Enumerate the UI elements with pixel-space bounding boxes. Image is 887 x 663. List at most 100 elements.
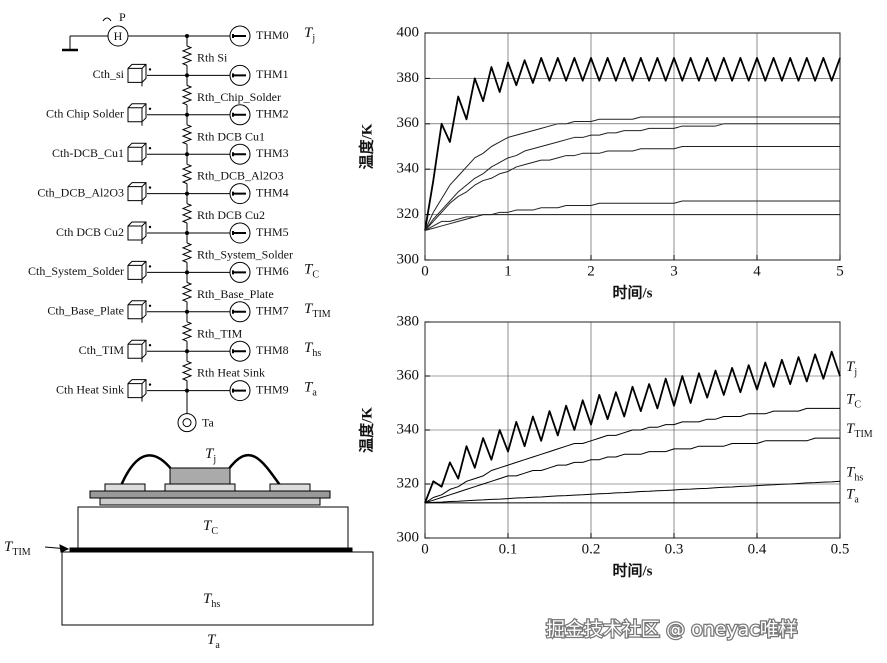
- capacitor-box: [127, 300, 147, 323]
- y-tick-label: 400: [397, 24, 420, 40]
- thermometer-icon: [232, 73, 246, 78]
- symbol: T: [304, 25, 314, 41]
- node-temperature: Tj: [304, 25, 315, 44]
- capacitor-label: Cth-DCB_Cu1: [52, 146, 124, 160]
- resistor-label: Rth Si: [197, 50, 228, 64]
- thermometer-label: THM3: [256, 146, 289, 160]
- node-temperature: TC: [304, 262, 319, 281]
- watermark: 掘金技术社区 @ oneyac唯样: [546, 619, 798, 641]
- subscript: hs: [312, 348, 321, 359]
- ambient-source: [177, 413, 197, 433]
- dot: [148, 225, 152, 229]
- resistor-label: Rth_System_Solder: [197, 247, 293, 261]
- node-temperature: TTIM: [304, 301, 331, 320]
- y-tick-label: 340: [397, 161, 420, 177]
- x-tick-label: 0.3: [665, 541, 684, 557]
- arrow: [102, 17, 112, 22]
- subscript: j: [311, 33, 315, 44]
- series-line: [424, 200, 840, 231]
- x-tick-label: 0: [421, 263, 429, 279]
- y-tick-label: 360: [397, 115, 420, 131]
- series-line: [424, 407, 840, 504]
- dot: [148, 344, 152, 347]
- node-temperature: Ths: [304, 341, 321, 360]
- source-symbol: H: [114, 29, 123, 43]
- y-tick-label: 300: [397, 529, 420, 545]
- series-line: [424, 214, 840, 231]
- symbol: T: [304, 301, 314, 317]
- resistor: [181, 45, 193, 66]
- node-temperature: Ta: [304, 380, 317, 399]
- dot: [148, 304, 152, 307]
- subscript: hs: [854, 473, 863, 484]
- x-tick-label: 5: [836, 263, 844, 279]
- resistor-label: Rth_TIM: [197, 326, 243, 340]
- resistor: [181, 84, 193, 106]
- thermometer-label: THM5: [256, 225, 289, 239]
- symbol: T: [846, 422, 856, 438]
- source-label: P: [119, 10, 126, 24]
- series-line: [424, 116, 840, 231]
- node: [185, 34, 189, 38]
- pad: [269, 483, 311, 492]
- series-line: [424, 146, 840, 231]
- capacitor-box: [127, 63, 147, 87]
- capacitor-label: Cth_TIM: [79, 343, 125, 357]
- x-tick-label: 0.1: [499, 541, 518, 557]
- resistor-label: Rth_DCB_Al2O3: [197, 169, 284, 183]
- symbol: T: [304, 380, 314, 396]
- symbol: T: [846, 359, 856, 375]
- thermometer-icon: [232, 191, 246, 196]
- series-line: [424, 350, 841, 504]
- resistor: [181, 321, 193, 342]
- subscript: a: [312, 388, 317, 399]
- ambient-label: Ta: [202, 415, 214, 429]
- cs-label: TC: [203, 518, 218, 537]
- subscript: TIM: [854, 429, 872, 440]
- thermometer-icon: [232, 388, 246, 393]
- tim-arrow-head: [59, 544, 70, 553]
- resistor: [181, 360, 193, 382]
- thermometer-label: THM4: [256, 185, 289, 199]
- capacitor-box: [127, 221, 147, 244]
- x-tick-label: 4: [753, 263, 761, 279]
- series-label: TTIM: [846, 422, 873, 441]
- capacitor-label: Cth Heat Sink: [56, 382, 124, 396]
- thermometer-label: THM6: [256, 264, 289, 278]
- resistor: [181, 124, 193, 145]
- resistor: [181, 281, 193, 303]
- cs-label: Tj: [205, 446, 216, 465]
- cs-label: Ta: [207, 632, 220, 651]
- symbol: T: [846, 465, 856, 481]
- capacitor-label: Cth DCB Cu2: [56, 225, 124, 239]
- subscript: C: [312, 270, 319, 281]
- y-tick-label: 320: [397, 475, 420, 491]
- x-tick-label: 0.2: [582, 541, 601, 557]
- subscript: a: [854, 495, 859, 506]
- dot: [148, 383, 152, 386]
- bond-wire: [118, 454, 173, 489]
- capacitor-box: [127, 260, 147, 284]
- y-axis-label: 温度/K: [357, 123, 375, 169]
- y-tick-label: 380: [397, 70, 420, 86]
- pad: [104, 483, 146, 492]
- resistor-label: Rth_Base_Plate: [197, 287, 274, 301]
- symbol: T: [304, 341, 314, 357]
- thermometer-icon: [232, 152, 246, 157]
- chip: [169, 467, 231, 485]
- series-line: [424, 480, 841, 504]
- capacitor-box: [127, 379, 147, 402]
- subscript: j: [853, 367, 857, 378]
- resistor-label: Rth Heat Sink: [197, 366, 265, 380]
- thermometer-label: THM8: [256, 343, 289, 357]
- resistor-label: Rth DCB Cu1: [197, 129, 265, 143]
- symbol: T: [304, 262, 314, 278]
- y-tick-label: 340: [397, 421, 420, 437]
- capacitor-label: Cth Chip Solder: [46, 107, 124, 121]
- x-tick-label: 0: [421, 541, 429, 557]
- series-line: [424, 57, 841, 231]
- pad: [164, 483, 236, 492]
- capacitor-box: [127, 103, 147, 126]
- heat-sink: [61, 551, 374, 626]
- thermometer-label: THM0: [256, 28, 289, 42]
